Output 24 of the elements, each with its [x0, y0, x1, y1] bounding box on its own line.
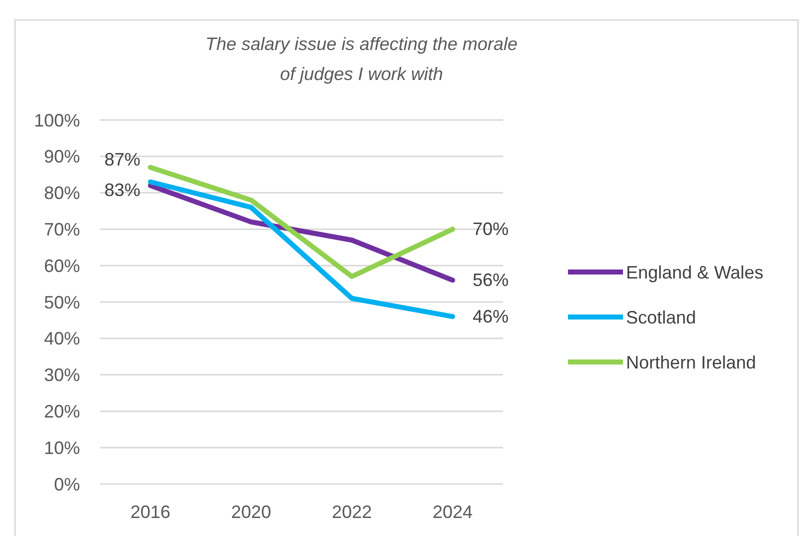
- y-tick-label: 0%: [54, 474, 80, 494]
- data-label: 70%: [472, 219, 509, 240]
- y-tick-label: 20%: [44, 402, 80, 422]
- legend-label: Northern Ireland: [626, 352, 756, 372]
- x-tick-label: 2020: [231, 502, 272, 522]
- y-tick-label: 100%: [34, 110, 80, 130]
- chart-title: The salary issue is affecting the morale of judges I work with: [205, 34, 518, 84]
- data-label: 83%: [104, 180, 140, 200]
- legend-label: England & Wales: [626, 262, 764, 282]
- data-label: 56%: [472, 270, 509, 290]
- x-tick-label: 2016: [130, 502, 170, 522]
- y-tick-label: 10%: [44, 438, 80, 458]
- x-tick-label: 2024: [432, 502, 473, 522]
- y-tick-label: 80%: [44, 183, 80, 204]
- data-label: 46%: [472, 306, 509, 327]
- y-tick-label: 50%: [44, 292, 80, 312]
- y-tick-label: 60%: [44, 256, 80, 276]
- data-label: 87%: [104, 149, 140, 170]
- y-tick-label: 70%: [44, 220, 80, 240]
- y-tick-label: 30%: [44, 365, 80, 386]
- legend-label: Scotland: [626, 307, 696, 328]
- y-tick-label: 40%: [44, 328, 80, 349]
- x-tick-label: 2022: [332, 502, 372, 522]
- y-tick-label: 90%: [44, 146, 80, 167]
